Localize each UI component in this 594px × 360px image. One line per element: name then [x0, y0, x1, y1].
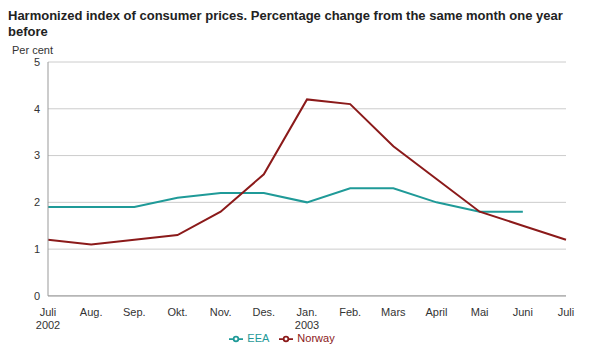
svg-text:Aug.: Aug.: [80, 306, 103, 318]
svg-text:5: 5: [34, 56, 40, 68]
html-text:Harmonized index of consumer p: Harmonized index of consumer prices. Per…: [8, 8, 563, 39]
svg-text:0: 0: [34, 290, 40, 302]
svg-text:Des.: Des.: [253, 306, 276, 318]
svg-text:Feb.: Feb.: [339, 306, 361, 318]
svg-text:3: 3: [34, 149, 40, 161]
svg-text:Juli: Juli: [558, 306, 575, 318]
svg-text:Jan.2003: Jan.2003: [295, 306, 319, 331]
svg-text:1: 1: [34, 243, 40, 255]
svg-text:Juli2002: Juli2002: [36, 306, 60, 331]
html-text:EEA: EEA: [247, 331, 270, 344]
svg-text:2: 2: [34, 196, 40, 208]
svg-text:Okt.: Okt.: [167, 306, 187, 318]
svg-text:Mai: Mai: [471, 306, 489, 318]
svg-text:4: 4: [34, 103, 40, 115]
svg-text:April: April: [425, 306, 447, 318]
svg-text:Mars: Mars: [381, 306, 406, 318]
svg-text:Sep.: Sep.: [123, 306, 146, 318]
html-text:Per cent: Per cent: [12, 44, 53, 56]
svg-text:Juni: Juni: [513, 306, 533, 318]
html-text:Norway: Norway: [297, 331, 335, 344]
svg-text:Nov.: Nov.: [210, 306, 232, 318]
